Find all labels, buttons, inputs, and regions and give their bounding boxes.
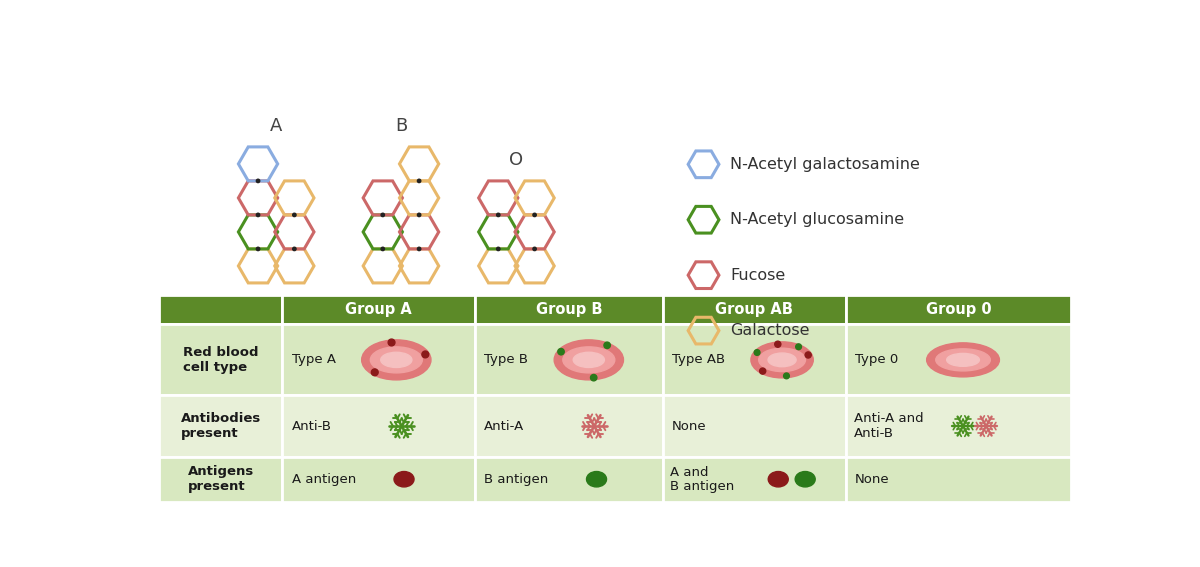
FancyBboxPatch shape — [662, 457, 846, 502]
FancyBboxPatch shape — [160, 457, 282, 502]
Text: Anti-A: Anti-A — [484, 420, 524, 433]
FancyBboxPatch shape — [662, 395, 846, 457]
Circle shape — [257, 247, 259, 251]
FancyBboxPatch shape — [846, 295, 1070, 324]
Ellipse shape — [563, 347, 614, 373]
Text: Anti-B: Anti-B — [853, 428, 894, 441]
Text: Group 0: Group 0 — [925, 302, 991, 318]
Ellipse shape — [394, 472, 414, 487]
Text: Anti-A and: Anti-A and — [853, 412, 923, 425]
FancyBboxPatch shape — [846, 457, 1070, 502]
FancyBboxPatch shape — [282, 324, 475, 395]
Ellipse shape — [768, 353, 796, 367]
Circle shape — [293, 247, 296, 251]
Text: Group B: Group B — [535, 302, 602, 318]
Text: Red blood
cell type: Red blood cell type — [184, 346, 258, 374]
Circle shape — [754, 350, 760, 356]
FancyBboxPatch shape — [846, 324, 1070, 395]
Circle shape — [422, 351, 428, 358]
Text: B antigen: B antigen — [484, 473, 548, 486]
Circle shape — [604, 342, 611, 349]
Circle shape — [418, 247, 421, 251]
Circle shape — [371, 369, 378, 376]
Ellipse shape — [751, 342, 814, 378]
Text: N-Acetyl galactosamine: N-Acetyl galactosamine — [731, 157, 920, 172]
Ellipse shape — [380, 352, 412, 367]
Text: Antibodies
present: Antibodies present — [181, 412, 260, 440]
Text: N-Acetyl glucosamine: N-Acetyl glucosamine — [731, 212, 905, 227]
FancyBboxPatch shape — [662, 324, 846, 395]
Circle shape — [388, 339, 395, 346]
Circle shape — [760, 368, 766, 374]
Text: Fucose: Fucose — [731, 268, 786, 283]
Circle shape — [558, 349, 564, 355]
FancyBboxPatch shape — [282, 395, 475, 457]
Circle shape — [257, 213, 259, 217]
FancyBboxPatch shape — [475, 295, 662, 324]
Ellipse shape — [587, 472, 606, 487]
Circle shape — [784, 373, 790, 379]
Circle shape — [418, 213, 421, 217]
Circle shape — [590, 374, 596, 381]
Ellipse shape — [947, 353, 979, 366]
Ellipse shape — [926, 343, 1000, 377]
FancyBboxPatch shape — [662, 295, 846, 324]
Circle shape — [805, 352, 811, 358]
Circle shape — [533, 247, 536, 251]
Text: A antigen: A antigen — [292, 473, 356, 486]
Ellipse shape — [574, 352, 605, 367]
Circle shape — [497, 247, 500, 251]
Text: Group A: Group A — [346, 302, 412, 318]
Text: Type B: Type B — [484, 353, 528, 366]
Text: Group AB: Group AB — [715, 302, 793, 318]
FancyBboxPatch shape — [475, 395, 662, 457]
FancyBboxPatch shape — [160, 395, 282, 457]
Text: B: B — [395, 117, 407, 135]
Circle shape — [497, 213, 500, 217]
Text: O: O — [509, 151, 523, 169]
Ellipse shape — [371, 347, 422, 373]
FancyBboxPatch shape — [846, 395, 1070, 457]
Circle shape — [418, 179, 421, 183]
Text: Galactose: Galactose — [731, 323, 810, 338]
FancyBboxPatch shape — [475, 324, 662, 395]
Circle shape — [796, 344, 802, 350]
Text: A: A — [270, 117, 282, 135]
Text: Type 0: Type 0 — [856, 353, 899, 366]
Text: B antigen: B antigen — [671, 480, 734, 493]
Text: None: None — [856, 473, 890, 486]
FancyBboxPatch shape — [282, 457, 475, 502]
Text: Anti-B: Anti-B — [292, 420, 331, 433]
Circle shape — [775, 341, 781, 347]
Circle shape — [382, 247, 384, 251]
Text: Antigens
present: Antigens present — [187, 465, 254, 493]
Ellipse shape — [361, 340, 431, 380]
Ellipse shape — [796, 472, 815, 487]
Circle shape — [382, 213, 384, 217]
Ellipse shape — [554, 340, 624, 380]
Ellipse shape — [758, 348, 805, 371]
Circle shape — [257, 179, 259, 183]
FancyBboxPatch shape — [160, 324, 282, 395]
Text: Type AB: Type AB — [672, 353, 725, 366]
Ellipse shape — [768, 472, 788, 487]
Text: Type A: Type A — [292, 353, 336, 366]
Text: A and: A and — [671, 466, 709, 479]
Text: None: None — [672, 420, 707, 433]
Ellipse shape — [936, 349, 990, 371]
FancyBboxPatch shape — [282, 295, 475, 324]
Circle shape — [293, 213, 296, 217]
FancyBboxPatch shape — [475, 457, 662, 502]
FancyBboxPatch shape — [160, 295, 282, 324]
Circle shape — [533, 213, 536, 217]
